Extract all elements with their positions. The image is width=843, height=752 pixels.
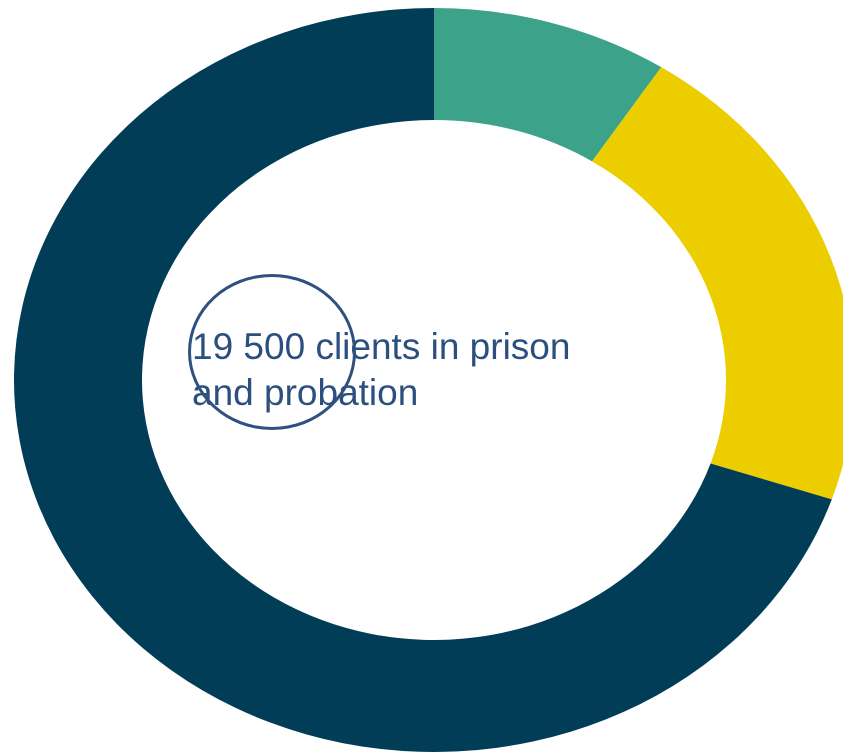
donut-slices [14, 8, 843, 752]
donut-slice-3 [14, 8, 832, 752]
annotation-circle [188, 274, 356, 430]
donut-slice-1 [434, 8, 662, 162]
donut-slice-2 [592, 67, 843, 500]
